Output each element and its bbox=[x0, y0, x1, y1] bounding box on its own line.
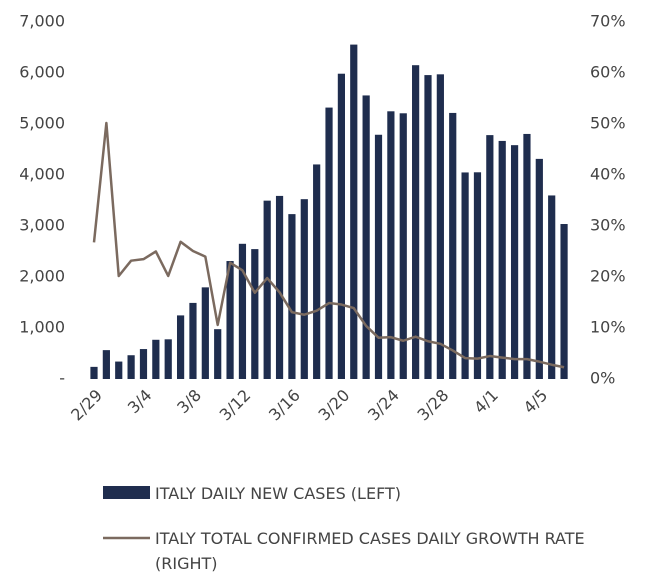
y2-tick-label: 60% bbox=[590, 63, 626, 82]
y-tick-label: 6,000 bbox=[19, 63, 65, 82]
bar bbox=[102, 350, 110, 379]
bar bbox=[548, 195, 556, 379]
x-tick-label: 3/20 bbox=[315, 386, 354, 425]
bar bbox=[473, 172, 482, 379]
y2-tick-label: 0% bbox=[590, 369, 615, 388]
y2-tick-label: 30% bbox=[590, 216, 626, 235]
y-tick-label: 1,000 bbox=[19, 318, 65, 337]
bar bbox=[139, 349, 148, 379]
bar bbox=[560, 224, 568, 379]
x-tick-label: 3/28 bbox=[414, 386, 453, 425]
bar bbox=[362, 95, 370, 379]
bar bbox=[226, 261, 234, 379]
y-tick-label: 3,000 bbox=[19, 216, 65, 235]
bar bbox=[176, 315, 185, 379]
bar bbox=[263, 200, 271, 379]
bar bbox=[498, 140, 506, 379]
bar bbox=[189, 302, 197, 379]
chart: - 1,000 2,000 3,000 4,000 5,000 6,000 7,000 0% 10… bbox=[19, 12, 626, 425]
legend-swatch bbox=[103, 486, 150, 499]
y-tick-label: 5,000 bbox=[19, 114, 65, 133]
y2-tick-label: 10% bbox=[590, 318, 626, 337]
bar bbox=[461, 172, 469, 379]
bar bbox=[300, 199, 308, 379]
legend-item: ITALY TOTAL CONFIRMED CASES DAILY GROWTH… bbox=[100, 526, 625, 573]
bar bbox=[275, 195, 284, 379]
bar bbox=[201, 287, 209, 379]
bar bbox=[486, 135, 494, 379]
bar bbox=[238, 243, 247, 379]
bar bbox=[152, 339, 160, 379]
y2-tick-label: 40% bbox=[590, 165, 626, 184]
legend-bar bbox=[103, 486, 150, 499]
x-tick-label: 3/24 bbox=[364, 386, 403, 425]
bar bbox=[313, 164, 321, 379]
bar bbox=[424, 75, 432, 379]
x-tick-label: 3/8 bbox=[173, 386, 205, 418]
x-tick-label: 3/4 bbox=[124, 386, 156, 418]
legend-label: ITALY TOTAL CONFIRMED CASES DAILY GROWTH… bbox=[155, 529, 585, 573]
bar bbox=[399, 113, 407, 379]
y-tick-label: 2,000 bbox=[19, 267, 65, 286]
bar bbox=[251, 249, 259, 379]
y2-tick-label: 20% bbox=[590, 267, 626, 286]
y-tick-label: - bbox=[59, 369, 65, 388]
bar bbox=[325, 107, 333, 379]
bar bbox=[523, 133, 531, 379]
x-tick-label: 2/29 bbox=[67, 386, 106, 425]
y-tick-label: 4,000 bbox=[19, 165, 65, 184]
y-tick-label: 7,000 bbox=[19, 12, 65, 31]
bar bbox=[510, 145, 519, 379]
bar bbox=[214, 329, 222, 379]
bar bbox=[288, 214, 296, 379]
bar bbox=[387, 111, 395, 380]
bar bbox=[436, 74, 444, 380]
legend-item: ITALY DAILY NEW CASES (LEFT) bbox=[100, 481, 625, 506]
x-tick-label: 3/16 bbox=[265, 386, 304, 425]
x-tick-label: 3/12 bbox=[216, 386, 255, 425]
bar bbox=[337, 73, 345, 380]
line bbox=[92, 121, 565, 369]
bar bbox=[374, 134, 383, 379]
y2-tick-label: 50% bbox=[590, 114, 626, 133]
bar bbox=[164, 339, 172, 379]
legend-label: ITALY DAILY NEW CASES (LEFT) bbox=[155, 484, 402, 503]
bar bbox=[412, 65, 420, 380]
bar bbox=[127, 355, 135, 379]
y2-tick-label: 70% bbox=[590, 12, 626, 31]
legend-swatch bbox=[103, 536, 150, 540]
bar bbox=[350, 44, 358, 380]
bar bbox=[90, 366, 98, 379]
x-tick-label: 4/5 bbox=[520, 386, 552, 418]
bar bbox=[449, 112, 457, 380]
bar bbox=[115, 361, 123, 379]
bar bbox=[535, 158, 543, 379]
x-tick-label: 4/1 bbox=[470, 386, 502, 418]
